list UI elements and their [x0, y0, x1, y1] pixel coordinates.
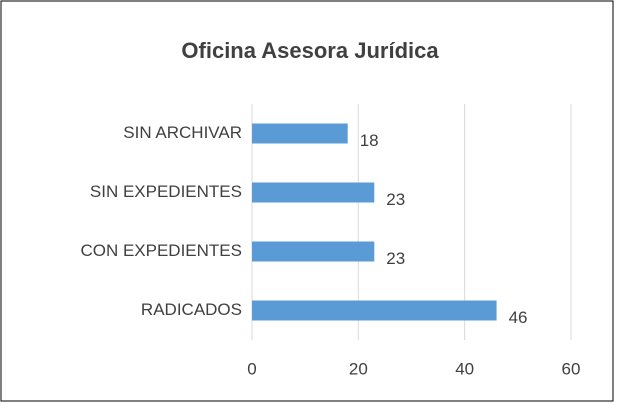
x-tick-label: 20	[349, 359, 368, 378]
data-label: 46	[509, 308, 528, 327]
data-label: 23	[386, 249, 405, 268]
x-tick-label: 60	[562, 359, 581, 378]
data-label: 23	[386, 190, 405, 209]
y-tick-label: CON EXPEDIENTES	[80, 241, 242, 260]
bar	[252, 182, 375, 203]
y-tick-label: RADICADOS	[141, 300, 242, 319]
bar	[252, 300, 497, 321]
chart-title: Oficina Asesora Jurídica	[181, 38, 439, 63]
x-tick-label: 40	[455, 359, 474, 378]
y-tick-label: SIN EXPEDIENTES	[90, 182, 242, 201]
x-tick-label: 0	[247, 359, 256, 378]
y-tick-label: SIN ARCHIVAR	[123, 123, 242, 142]
bar	[252, 123, 348, 144]
data-label: 18	[360, 131, 379, 150]
bar	[252, 241, 375, 262]
